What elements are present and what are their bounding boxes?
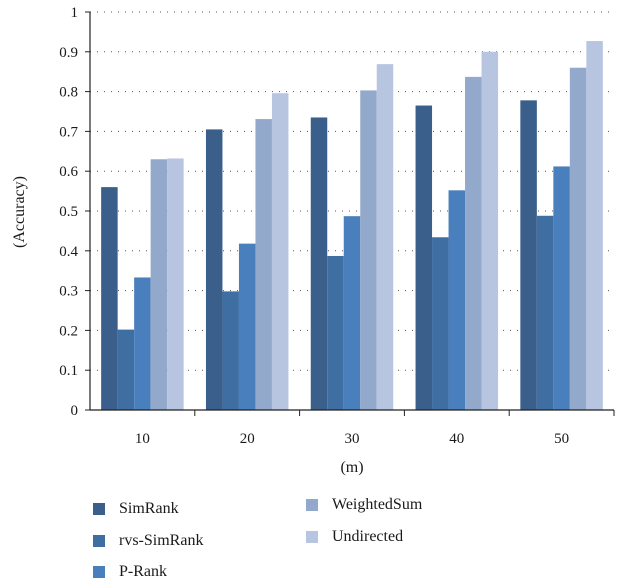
bar-undirected-40 xyxy=(481,51,499,411)
bar-p-rank-10 xyxy=(134,277,151,410)
y-tick-labels: 0 0.1 0.2 0.3 0.4 0.5 0.6 0.7 0.8 0.9 1 xyxy=(59,5,78,419)
bar-rvs-simrank-10 xyxy=(117,329,135,410)
y-tick-label: 0.4 xyxy=(59,244,78,260)
bar-undirected-20 xyxy=(271,93,289,410)
bar-rvs-simrank-20 xyxy=(222,291,239,410)
bar-rvs-simrank-40 xyxy=(432,237,449,410)
bar-p-rank-30 xyxy=(343,216,361,410)
bar-simrank-20 xyxy=(205,129,223,410)
bar-weightedsum-40 xyxy=(465,76,482,411)
bar-p-rank-20 xyxy=(238,243,256,410)
y-tick-label: 0.6 xyxy=(59,164,78,180)
bar-simrank-10 xyxy=(101,187,118,410)
x-tick-label: 10 xyxy=(135,431,150,447)
bar-undirected-30 xyxy=(376,64,394,410)
bar-simrank-40 xyxy=(415,105,433,410)
bar-simrank-30 xyxy=(310,117,328,410)
y-axis-label: (Accuracy) xyxy=(11,176,28,248)
bar-weightedsum-30 xyxy=(360,90,377,410)
x-tick-label: 50 xyxy=(554,431,569,447)
bar-simrank-50 xyxy=(520,100,537,410)
y-tick-label: 0.1 xyxy=(59,363,78,379)
bar-undirected-10 xyxy=(167,158,184,410)
bar-undirected-50 xyxy=(586,41,603,410)
bar-p-rank-40 xyxy=(448,190,466,410)
x-axis-label: (m) xyxy=(340,459,363,476)
bar-weightedsum-10 xyxy=(150,159,168,410)
x-tick-label: 20 xyxy=(240,431,255,447)
x-tick-label: 30 xyxy=(345,431,360,447)
y-tick-label: 0.9 xyxy=(59,45,78,61)
y-tick-label: 0.8 xyxy=(59,85,78,101)
y-tick-label: 0.3 xyxy=(59,284,78,300)
bars xyxy=(101,41,603,411)
x-tick-labels: 10 20 30 40 50 xyxy=(135,431,569,447)
y-tick-label: 0 xyxy=(71,403,79,419)
bar-weightedsum-20 xyxy=(255,119,272,410)
y-tick-label: 0.7 xyxy=(59,124,78,140)
y-tick-label: 1 xyxy=(71,5,79,21)
axes xyxy=(85,11,615,416)
bar-rvs-simrank-30 xyxy=(327,255,344,410)
x-tick-label: 40 xyxy=(449,431,464,447)
bar-p-rank-50 xyxy=(553,166,570,410)
bar-weightedsum-50 xyxy=(569,67,587,410)
bar-rvs-simrank-50 xyxy=(536,215,554,410)
y-tick-label: 0.2 xyxy=(59,323,78,339)
y-tick-label: 0.5 xyxy=(59,204,78,220)
